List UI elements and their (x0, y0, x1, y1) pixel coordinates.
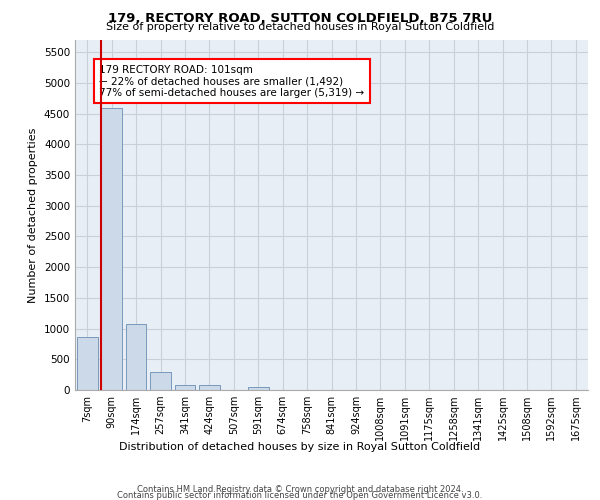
Y-axis label: Number of detached properties: Number of detached properties (28, 128, 38, 302)
Bar (125, 324, 146, 390)
Text: Distribution of detached houses by size in Royal Sutton Coldfield: Distribution of detached houses by size … (119, 442, 481, 452)
Text: Size of property relative to detached houses in Royal Sutton Coldfield: Size of property relative to detached ho… (106, 22, 494, 32)
Text: 179, RECTORY ROAD, SUTTON COLDFIELD, B75 7RU: 179, RECTORY ROAD, SUTTON COLDFIELD, B75… (108, 12, 492, 26)
Bar (199, 386, 220, 390)
Bar (150, 372, 171, 390)
Text: 179 RECTORY ROAD: 101sqm
← 22% of detached houses are smaller (1,492)
77% of sem: 179 RECTORY ROAD: 101sqm ← 22% of detach… (100, 64, 365, 98)
Bar (101, 108, 122, 390)
Bar (175, 385, 196, 390)
Text: Contains HM Land Registry data © Crown copyright and database right 2024.: Contains HM Land Registry data © Crown c… (137, 484, 463, 494)
Bar (248, 386, 269, 390)
Text: Contains public sector information licensed under the Open Government Licence v3: Contains public sector information licen… (118, 491, 482, 500)
Bar (77, 336, 98, 390)
